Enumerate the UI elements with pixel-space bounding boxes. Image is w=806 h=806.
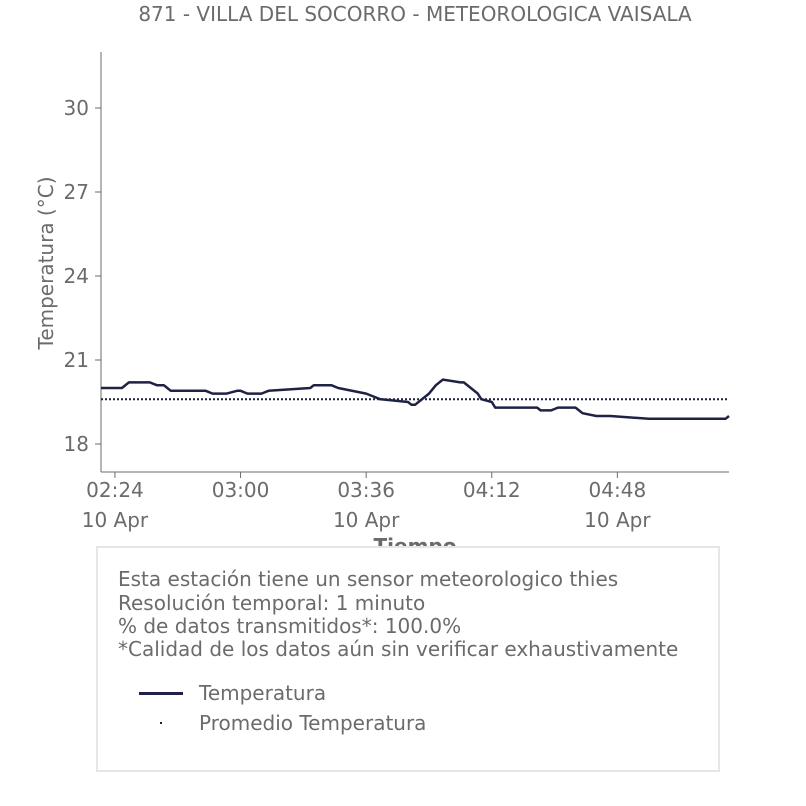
series-layer: [101, 378, 730, 421]
y-tick-label: 21: [64, 348, 89, 372]
info-quality-note: *Calidad de los datos aún sin verificar …: [118, 637, 679, 661]
legend-average-label: Promedio Temperatura: [199, 711, 427, 735]
x-tick-date-label: 10 Apr: [82, 508, 149, 532]
x-tick-date-label: 10 Apr: [333, 508, 400, 532]
y-tick-label: 30: [64, 96, 89, 120]
y-ticks: 18 21 24 27 30: [64, 96, 101, 456]
y-axis-label: Temperatura (°C): [34, 176, 58, 350]
info-box: Esta estación tiene un sensor meteorolog…: [96, 546, 720, 772]
y-tick-label: 18: [64, 432, 89, 456]
x-tick-label: 03:00: [212, 478, 270, 502]
series-line-temperatura: [101, 378, 730, 421]
chart-title: 871 - VILLA DEL SOCORRO - METEOROLOGICA …: [138, 2, 692, 26]
y-tick-label: 24: [64, 264, 89, 288]
x-tick-label: 04:48: [589, 478, 647, 502]
x-tick-label: 04:12: [463, 478, 521, 502]
legend-temperature-swatch: [139, 692, 183, 695]
x-ticks: 02:24 10 Apr 03:00 03:36 10 Apr 04:12 04:48 10 …: [82, 472, 651, 532]
x-tick-label: 03:36: [337, 478, 395, 502]
y-tick-label: 27: [64, 180, 89, 204]
info-station-sensor: Esta estación tiene un sensor meteorolog…: [118, 567, 619, 591]
legend-average-swatch: [160, 722, 162, 724]
info-transmitted: % de datos transmitidos*: 100.0%: [118, 614, 462, 638]
x-tick-date-label: 10 Apr: [584, 508, 651, 532]
legend-temperature-label: Temperatura: [199, 681, 327, 705]
info-resolution: Resolución temporal: 1 minuto: [118, 591, 426, 615]
x-tick-label: 02:24: [86, 478, 144, 502]
